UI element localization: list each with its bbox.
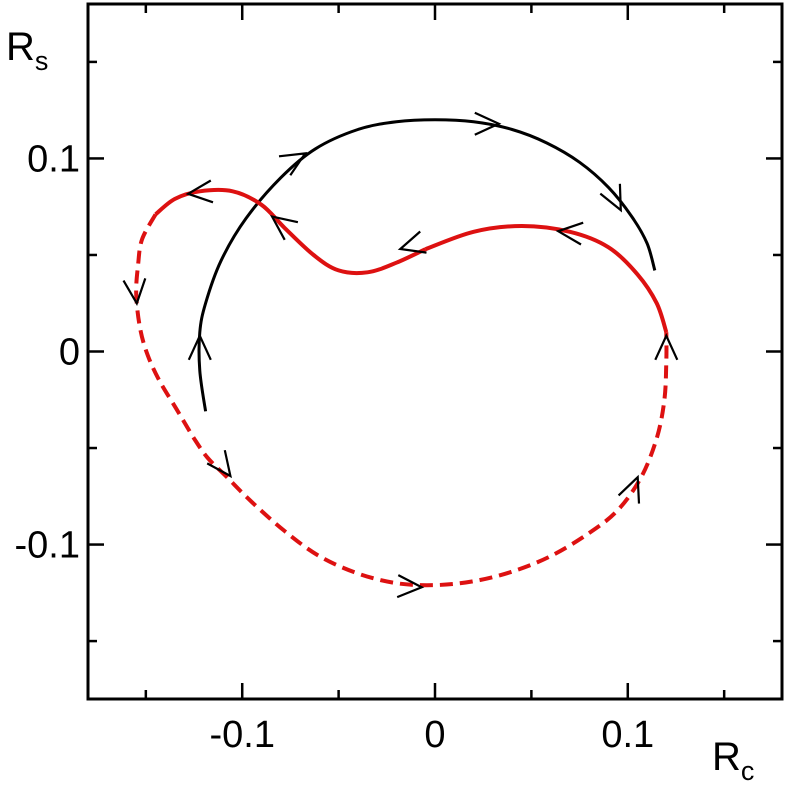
direction-arrow [397, 230, 427, 254]
series-curve [154, 187, 427, 276]
direction-arrow [555, 221, 584, 246]
y-tick-label: -0.1 [15, 525, 80, 567]
x-axis-label: Rc [712, 735, 754, 786]
direction-arrow [278, 152, 308, 176]
direction-arrow [654, 333, 679, 361]
x-tick-label: -0.1 [209, 714, 274, 756]
arrow-layer [122, 111, 679, 599]
series-curve [134, 213, 669, 588]
tick-labels: -0.1 0 0.1 -0.1 0 0.1 [15, 138, 655, 756]
direction-arrow [269, 215, 299, 241]
direction-arrow [122, 278, 147, 307]
axis-ticks [88, 4, 782, 699]
direction-arrow [617, 474, 641, 504]
series-layer [134, 118, 669, 588]
direction-arrow [185, 179, 214, 204]
direction-arrow [474, 111, 502, 136]
y-axis-label: Rs [6, 25, 48, 76]
direction-arrow [206, 449, 232, 479]
series-curve [197, 118, 657, 412]
x-tick-label: 0 [424, 714, 445, 756]
direction-arrow [396, 574, 425, 599]
series-curve [424, 224, 669, 333]
direction-arrow [187, 333, 212, 361]
x-tick-label: 0.1 [601, 714, 654, 756]
direction-arrow [599, 183, 622, 213]
y-tick-label: 0 [59, 332, 80, 374]
y-tick-label: 0.1 [27, 138, 80, 180]
